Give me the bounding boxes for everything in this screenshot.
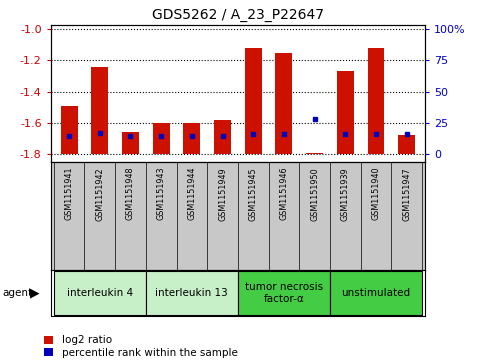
Bar xyxy=(330,272,422,315)
Bar xyxy=(245,48,262,154)
Text: GSM1151950: GSM1151950 xyxy=(310,167,319,221)
Bar xyxy=(91,67,108,154)
Text: agent: agent xyxy=(2,288,32,298)
Legend: log2 ratio, percentile rank within the sample: log2 ratio, percentile rank within the s… xyxy=(44,335,238,358)
Bar xyxy=(275,53,292,154)
Bar xyxy=(153,123,170,154)
Bar xyxy=(122,132,139,154)
Text: unstimulated: unstimulated xyxy=(341,288,411,298)
Bar xyxy=(184,123,200,154)
Text: GSM1151946: GSM1151946 xyxy=(279,167,288,220)
Text: GSM1151949: GSM1151949 xyxy=(218,167,227,221)
Bar xyxy=(238,272,330,315)
Text: GSM1151948: GSM1151948 xyxy=(126,167,135,220)
Text: GSM1151942: GSM1151942 xyxy=(95,167,104,221)
Bar xyxy=(146,272,238,315)
Text: GSM1151944: GSM1151944 xyxy=(187,167,197,220)
Text: GSM1151939: GSM1151939 xyxy=(341,167,350,221)
Bar xyxy=(214,119,231,154)
Text: ▶: ▶ xyxy=(30,287,40,299)
Text: GSM1151943: GSM1151943 xyxy=(156,167,166,220)
Bar xyxy=(368,48,384,154)
Bar xyxy=(398,135,415,154)
Bar xyxy=(61,106,78,154)
Text: GSM1151941: GSM1151941 xyxy=(65,167,73,220)
Bar xyxy=(54,272,146,315)
Text: GSM1151947: GSM1151947 xyxy=(402,167,411,221)
Text: interleukin 13: interleukin 13 xyxy=(156,288,228,298)
Text: GSM1151940: GSM1151940 xyxy=(371,167,381,220)
Text: interleukin 4: interleukin 4 xyxy=(67,288,133,298)
Bar xyxy=(337,71,354,154)
Title: GDS5262 / A_23_P22647: GDS5262 / A_23_P22647 xyxy=(152,8,324,22)
Text: tumor necrosis
factor-α: tumor necrosis factor-α xyxy=(245,282,323,304)
Bar xyxy=(306,153,323,154)
Text: GSM1151945: GSM1151945 xyxy=(249,167,258,221)
